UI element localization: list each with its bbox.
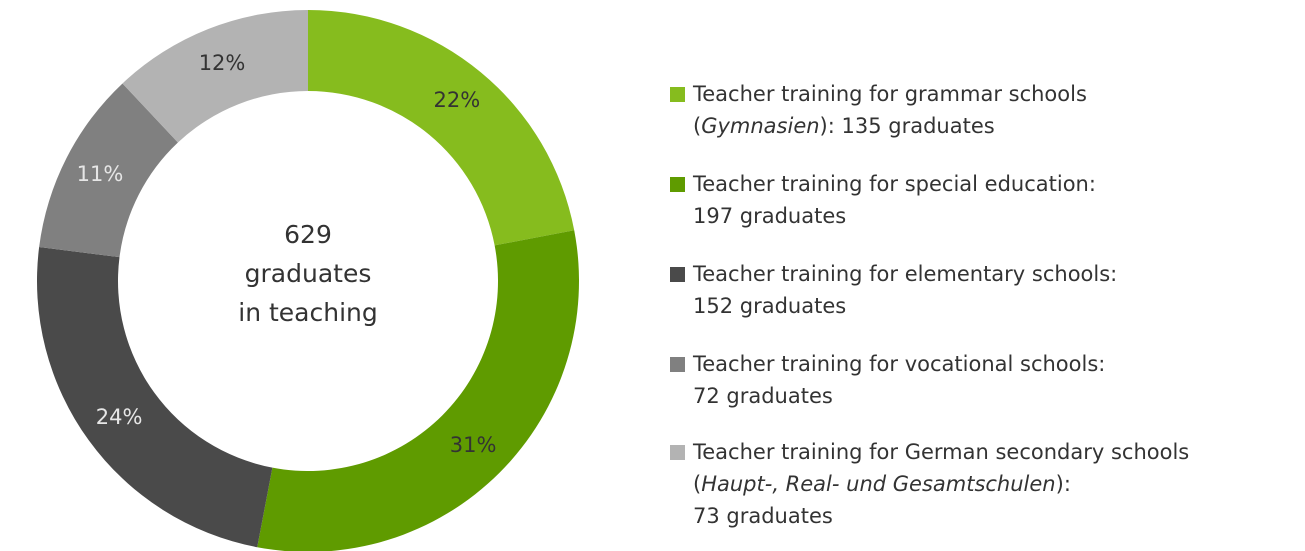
legend-text-part: Teacher training for special education: — [692, 172, 1096, 196]
legend-text-part: 73 graduates — [693, 504, 833, 528]
legend-text-part: 197 graduates — [693, 204, 846, 228]
center-text: 629 — [284, 220, 332, 249]
legend-text: Teacher training for grammar schools — [692, 82, 1087, 106]
slice-label: 22% — [433, 88, 480, 112]
legend-text: 73 graduates — [693, 504, 833, 528]
center-text: in teaching — [238, 298, 378, 327]
legend-text: 152 graduates — [693, 294, 846, 318]
legend-text: (Haupt-, Real- und Gesamtschulen): — [693, 472, 1071, 496]
legend-swatch — [670, 87, 685, 102]
legend-text: Teacher training for special education: — [692, 172, 1096, 196]
legend-text: Teacher training for vocational schools: — [692, 352, 1105, 376]
legend-swatch — [670, 267, 685, 282]
legend-text-part: Teacher training for German secondary sc… — [692, 440, 1189, 464]
legend-text-part: Gymnasien — [701, 114, 819, 138]
legend-text-part: Teacher training for elementary schools: — [692, 262, 1117, 286]
legend-text-part: 152 graduates — [693, 294, 846, 318]
legend-text: 197 graduates — [693, 204, 846, 228]
legend-text: 72 graduates — [693, 384, 833, 408]
legend-text-part: 72 graduates — [693, 384, 833, 408]
slice-label: 31% — [450, 433, 497, 457]
slice-label: 12% — [199, 51, 246, 75]
legend-text-part: ( — [693, 472, 701, 496]
slice-label: 11% — [77, 162, 124, 186]
legend-text-part: ): — [1056, 472, 1071, 496]
slice — [39, 83, 178, 258]
legend-text-part: ): 135 graduates — [820, 114, 995, 138]
legend-text-part: ( — [693, 114, 701, 138]
slice-label: 24% — [96, 405, 143, 429]
legend-text: (Gymnasien): 135 graduates — [693, 114, 995, 138]
slice — [122, 10, 308, 143]
legend-text-part: Haupt-, Real- und Gesamtschulen — [701, 472, 1055, 496]
slice — [257, 230, 579, 551]
legend-swatch — [670, 357, 685, 372]
legend-swatch — [670, 445, 685, 460]
legend-swatch — [670, 177, 685, 192]
center-text: graduates — [245, 259, 372, 288]
legend-text-part: Teacher training for grammar schools — [692, 82, 1087, 106]
legend-text-part: Teacher training for vocational schools: — [692, 352, 1105, 376]
slice — [37, 247, 273, 548]
legend-text: Teacher training for German secondary sc… — [692, 440, 1189, 464]
slice — [308, 10, 575, 246]
legend-text: Teacher training for elementary schools: — [692, 262, 1117, 286]
